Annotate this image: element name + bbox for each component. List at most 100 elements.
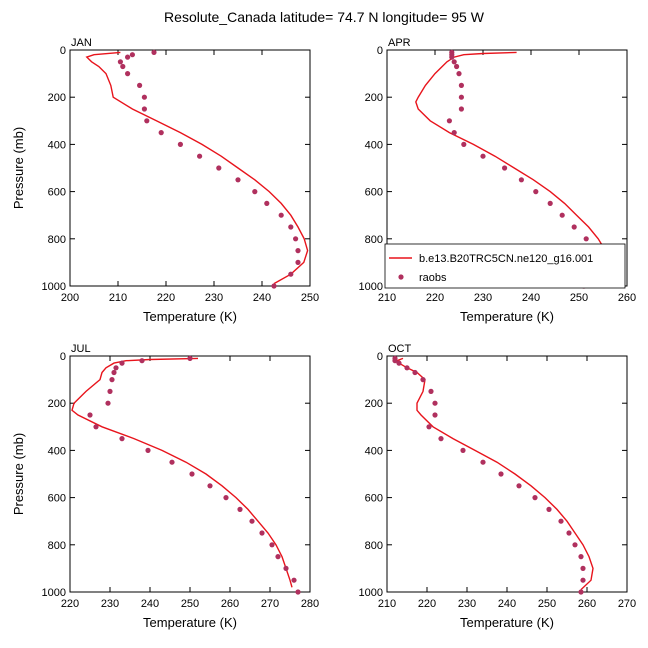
x-tick-label-oct: 240 [498,598,516,610]
x-axis-title-oct: Temperature (K) [460,615,554,630]
y-tick-label-jan: 600 [48,187,66,199]
obs-point-jan [288,224,294,230]
panel-jul: 220 230 240 250 260 270 280 0 200 400 600 800 1000 JU… [11,343,319,630]
obs-point-jan [117,59,123,65]
obs-point-jan [120,63,126,70]
obs-point-jan [295,259,301,265]
obs-point-jan [235,177,241,183]
obs-point-apr [583,236,589,242]
obs-point-jul [295,589,301,595]
x-tick-label-apr: 240 [522,292,540,304]
obs-point-jul [169,459,175,465]
y-tick-label-apr: 0 [377,45,383,57]
obs-point-oct [532,495,538,501]
x-tick-label-jan: 200 [61,292,79,304]
obs-point-apr [446,118,452,124]
obs-point-apr [449,54,455,60]
y-tick-label-oct: 1000 [359,587,383,599]
y-tick-label-apr: 600 [365,187,383,199]
y-tick-label-jan: 400 [48,139,66,151]
x-tick-label-jan: 220 [157,292,175,304]
obs-point-jan [158,130,164,136]
obs-point-jul [249,518,255,524]
obs-point-jan [151,49,157,56]
panel-label-oct: OCT [388,343,412,355]
obs-point-oct [546,506,552,512]
y-tick-label-oct: 800 [365,540,383,552]
obs-point-oct [432,400,438,406]
x-axis-title-apr: Temperature (K) [460,309,554,324]
y-tick-label-jan: 200 [48,92,66,104]
obs-point-apr [461,141,467,147]
obs-point-jul [111,369,117,376]
x-tick-label-jul: 280 [301,598,319,610]
obs-point-apr [533,189,539,195]
x-tick-label-jul: 220 [61,598,79,610]
obs-point-jan [278,212,284,218]
model-line-jul [71,357,293,588]
model-line-jan [85,51,309,285]
y-tick-label-apr: 400 [365,139,383,151]
x-tick-label-oct: 270 [618,598,636,610]
obs-point-apr [456,71,462,77]
obs-point-jul [119,360,125,366]
obs-point-jul [145,447,151,453]
obs-point-jan [295,248,301,254]
obs-point-apr [451,130,457,136]
obs-point-oct [420,377,426,383]
obs-point-jul [259,530,265,536]
obs-point-apr [458,106,464,112]
obs-point-jan [252,189,258,195]
y-tick-label-jul: 800 [48,540,66,552]
panel-apr: 210 220 230 240 250 260 0 200 400 600 800 1000 APR Te… [359,37,637,324]
model-line-apr [415,51,609,285]
obs-point-jul [275,554,281,560]
obs-point-jul [291,577,297,583]
obs-point-oct [396,360,402,366]
obs-point-jul [283,565,289,572]
y-tick-label-jul: 600 [48,493,66,505]
obs-point-oct [498,471,504,477]
y-tick-label-apr: 1000 [359,281,383,293]
x-axis-title-jul: Temperature (K) [143,615,237,630]
obs-point-oct [480,459,486,465]
obs-point-oct [426,424,432,430]
x-tick-label-jan: 240 [253,292,271,304]
legend-obs-label: raobs [419,272,447,284]
obs-point-jul [105,400,111,406]
y-tick-label-oct: 200 [365,398,383,410]
obs-point-apr [502,165,508,171]
y-tick-label-oct: 400 [365,445,383,457]
obs-point-jul [237,506,243,512]
plot-frame-jan [69,49,311,287]
x-tick-label-jan: 210 [109,292,127,304]
obs-point-oct [578,589,584,595]
obs-point-jul [119,436,125,442]
x-tick-label-oct: 250 [538,598,556,610]
x-tick-label-apr: 250 [570,292,588,304]
obs-point-jan [264,200,270,206]
obs-point-oct [428,388,434,394]
obs-point-oct [516,483,522,489]
y-tick-label-apr: 800 [365,234,383,246]
obs-point-oct [438,436,444,442]
x-tick-label-oct: 260 [578,598,596,610]
legend-box [384,243,626,289]
y-tick-label-jul: 400 [48,445,66,457]
obs-point-jul [109,377,115,383]
obs-point-jul [189,471,195,477]
obs-point-jul [269,542,275,548]
x-tick-label-oct: 210 [378,598,396,610]
obs-point-apr [571,224,577,230]
x-tick-label-apr: 220 [426,292,444,304]
panel-label-jul: JUL [71,343,91,355]
x-axis-title-jan: Temperature (K) [143,309,237,324]
obs-point-oct [578,554,584,560]
y-tick-label-jul: 0 [60,351,66,363]
obs-point-apr [559,212,565,218]
obs-point-jul [139,358,145,364]
x-tick-label-jan: 230 [205,292,223,304]
x-tick-label-jul: 240 [141,598,159,610]
obs-point-jan [141,94,147,100]
